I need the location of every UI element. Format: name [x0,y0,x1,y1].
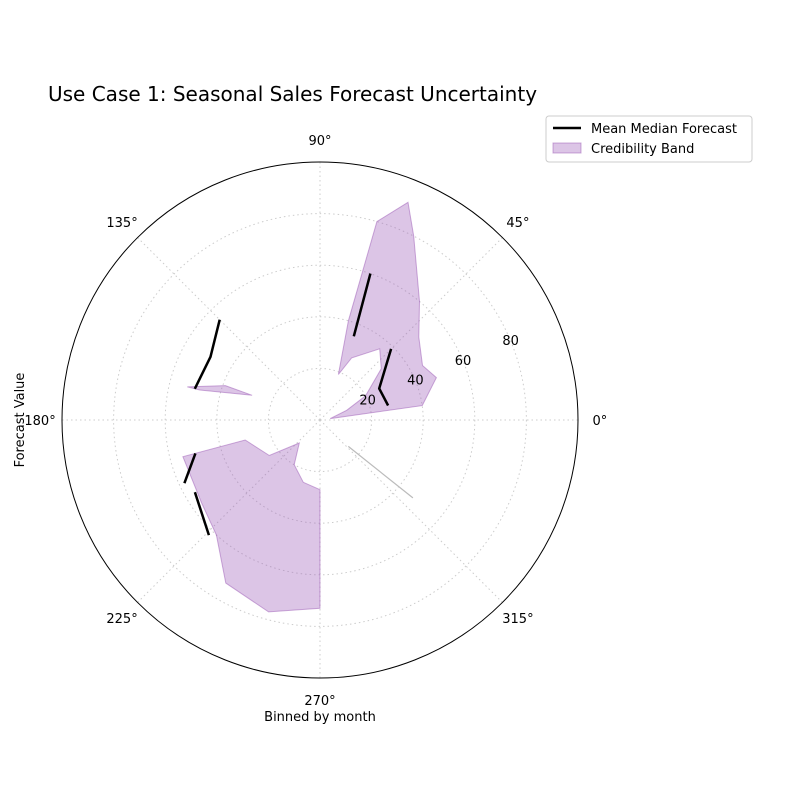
angle-tick-label-6: 270° [304,694,335,709]
median-line-layer [183,273,414,536]
radial-tick-label-0: 20 [359,393,376,408]
series-0-line-2 [193,491,211,536]
angle-tick-label-7: 315° [502,612,533,627]
angle-tick-label-5: 225° [106,612,137,627]
series-1-line-0 [347,445,414,499]
radial-tick-label-2: 60 [455,354,472,369]
legend-swatch-credibility [552,142,582,154]
credibility-band-layer [182,201,438,613]
credibility-band-2 [187,385,253,396]
credibility-band-1 [182,439,321,613]
radial-gridline-1 [216,316,424,524]
angle-tick-label-0: 0° [593,414,608,429]
series-0-line-4 [183,452,197,484]
legend-label-mean-median: Mean Median Forecast [591,122,737,137]
angle-tick-label-1: 45° [506,216,529,231]
series-0-line-3 [193,319,221,390]
legend: Mean Median Forecast Credibility Band [545,115,753,163]
y-axis-label: Forecast Value [13,373,28,468]
angle-tick-label-4: 180° [24,414,55,429]
chart-title: Use Case 1: Seasonal Sales Forecast Unce… [48,82,537,106]
legend-label-credibility: Credibility Band [591,142,694,157]
angle-tick-label-3: 135° [106,216,137,231]
series-0-line-0 [352,273,372,337]
radial-tick-label-3: 80 [502,334,519,349]
polar-frame [61,161,579,679]
radial-gridline-3 [113,213,527,627]
tick-labels: 0° 45° 90° 135° 180° 225° 270° 315° 20 40 60 80 [24,134,607,709]
credibility-band-0 [329,201,438,420]
x-axis-label: Binned by month [264,710,376,725]
legend-frame [545,115,753,163]
series-0-line-1 [377,348,393,407]
angle-tick-label-2: 90° [308,134,331,149]
radial-tick-label-1: 40 [407,374,424,389]
angular-gridline-7 [319,419,503,603]
